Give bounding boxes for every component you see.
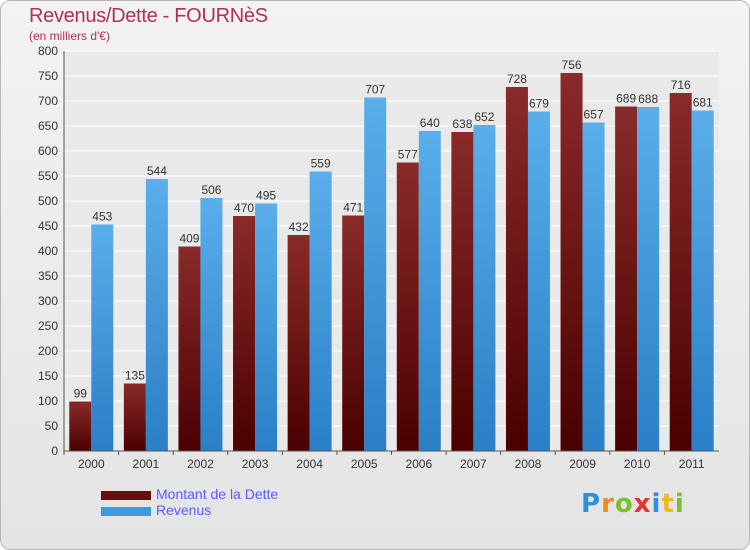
- bar-debt: [287, 235, 310, 451]
- bar-revenus: [582, 122, 605, 451]
- y-tick-label: 50: [45, 419, 59, 433]
- data-label-debt: 470: [234, 201, 254, 215]
- x-tick-label: 2000: [78, 457, 105, 471]
- bar-debt: [123, 383, 146, 451]
- data-label-debt: 135: [125, 369, 145, 383]
- y-tick-label: 500: [38, 194, 58, 208]
- x-tick-label: 2010: [624, 457, 651, 471]
- y-tick-label: 300: [38, 294, 58, 308]
- y-tick-label: 0: [51, 444, 58, 458]
- data-label-debt: 756: [562, 58, 582, 72]
- y-tick-label: 250: [38, 319, 58, 333]
- legend-label-debt: Montant de la Dette: [156, 486, 279, 502]
- data-label-revenus: 506: [201, 183, 221, 197]
- data-label-revenus: 688: [638, 92, 658, 106]
- y-tick-label: 650: [38, 119, 58, 133]
- bar-revenus: [473, 125, 496, 451]
- data-label-revenus: 640: [420, 116, 440, 130]
- bar-debt: [342, 215, 365, 451]
- x-tick-label: 2003: [242, 457, 269, 471]
- x-tick-label: 2001: [133, 457, 160, 471]
- bar-debt: [233, 216, 256, 451]
- data-label-revenus: 495: [256, 189, 276, 203]
- y-tick-label: 800: [38, 44, 58, 58]
- y-tick-label: 550: [38, 169, 58, 183]
- data-label-revenus: 453: [92, 210, 112, 224]
- y-tick-label: 600: [38, 144, 58, 158]
- y-tick-label: 750: [38, 69, 58, 83]
- bar-revenus: [145, 179, 168, 451]
- bar-debt: [560, 73, 583, 451]
- y-tick-label: 200: [38, 344, 58, 358]
- bar-debt: [69, 401, 92, 451]
- logo-letter: o: [614, 489, 634, 519]
- bar-revenus: [91, 224, 114, 451]
- bar-debt: [178, 246, 201, 451]
- bar-revenus: [418, 131, 441, 451]
- y-tick-label: 700: [38, 94, 58, 108]
- bar-revenus: [364, 97, 387, 451]
- data-label-revenus: 679: [529, 97, 549, 111]
- bar-debt: [615, 106, 638, 451]
- data-label-debt: 577: [398, 148, 418, 162]
- bar-revenus: [255, 203, 278, 451]
- data-label-revenus: 559: [311, 157, 331, 171]
- bar-debt: [669, 93, 692, 451]
- logo-letter: P: [581, 489, 602, 519]
- data-label-revenus: 544: [147, 164, 167, 178]
- bar-debt: [451, 132, 474, 451]
- bar-debt: [396, 162, 419, 451]
- legend-swatch-debt: [101, 491, 151, 500]
- data-label-revenus: 652: [474, 110, 494, 124]
- y-tick-label: 150: [38, 369, 58, 383]
- x-tick-label: 2002: [187, 457, 214, 471]
- bar-revenus: [637, 107, 660, 451]
- data-label-debt: 716: [671, 78, 691, 92]
- x-tick-label: 2005: [351, 457, 378, 471]
- data-label-debt: 99: [74, 387, 88, 401]
- x-tick-label: 2006: [405, 457, 432, 471]
- logo-letter: r: [601, 489, 615, 519]
- logo-letter: t: [661, 489, 675, 519]
- data-label-revenus: 681: [693, 96, 713, 110]
- data-label-debt: 432: [289, 220, 309, 234]
- y-tick-label: 350: [38, 269, 58, 283]
- logo-letter: i: [674, 489, 685, 519]
- data-label-debt: 689: [616, 92, 636, 106]
- x-tick-label: 2004: [296, 457, 323, 471]
- data-label-revenus: 707: [365, 83, 385, 97]
- chart-title: Revenus/Dette - FOURNèS: [29, 5, 268, 27]
- x-tick-label: 2008: [515, 457, 542, 471]
- y-tick-label: 400: [38, 244, 58, 258]
- bar-revenus: [200, 198, 223, 451]
- data-label-revenus: 657: [584, 108, 604, 122]
- data-label-debt: 471: [343, 201, 363, 215]
- data-label-debt: 728: [507, 72, 527, 86]
- chart-subtitle: (en milliers d'€): [29, 29, 110, 43]
- x-tick-label: 2009: [569, 457, 596, 471]
- bar-revenus: [691, 110, 714, 451]
- y-tick-label: 450: [38, 219, 58, 233]
- data-label-debt: 409: [179, 232, 199, 246]
- bar-debt: [505, 87, 528, 451]
- logo-letter: i: [651, 489, 662, 519]
- legend-label-revenus: Revenus: [156, 502, 212, 518]
- logo-letter: x: [633, 489, 652, 519]
- y-tick-label: 100: [38, 394, 58, 408]
- bar-revenus: [527, 111, 550, 451]
- proxiti-logo: Proxiti: [581, 489, 685, 519]
- bar-revenus: [309, 171, 332, 451]
- data-label-debt: 638: [452, 117, 472, 131]
- legend-swatch-revenus: [101, 507, 151, 516]
- x-tick-label: 2007: [460, 457, 487, 471]
- x-tick-label: 2011: [679, 457, 705, 471]
